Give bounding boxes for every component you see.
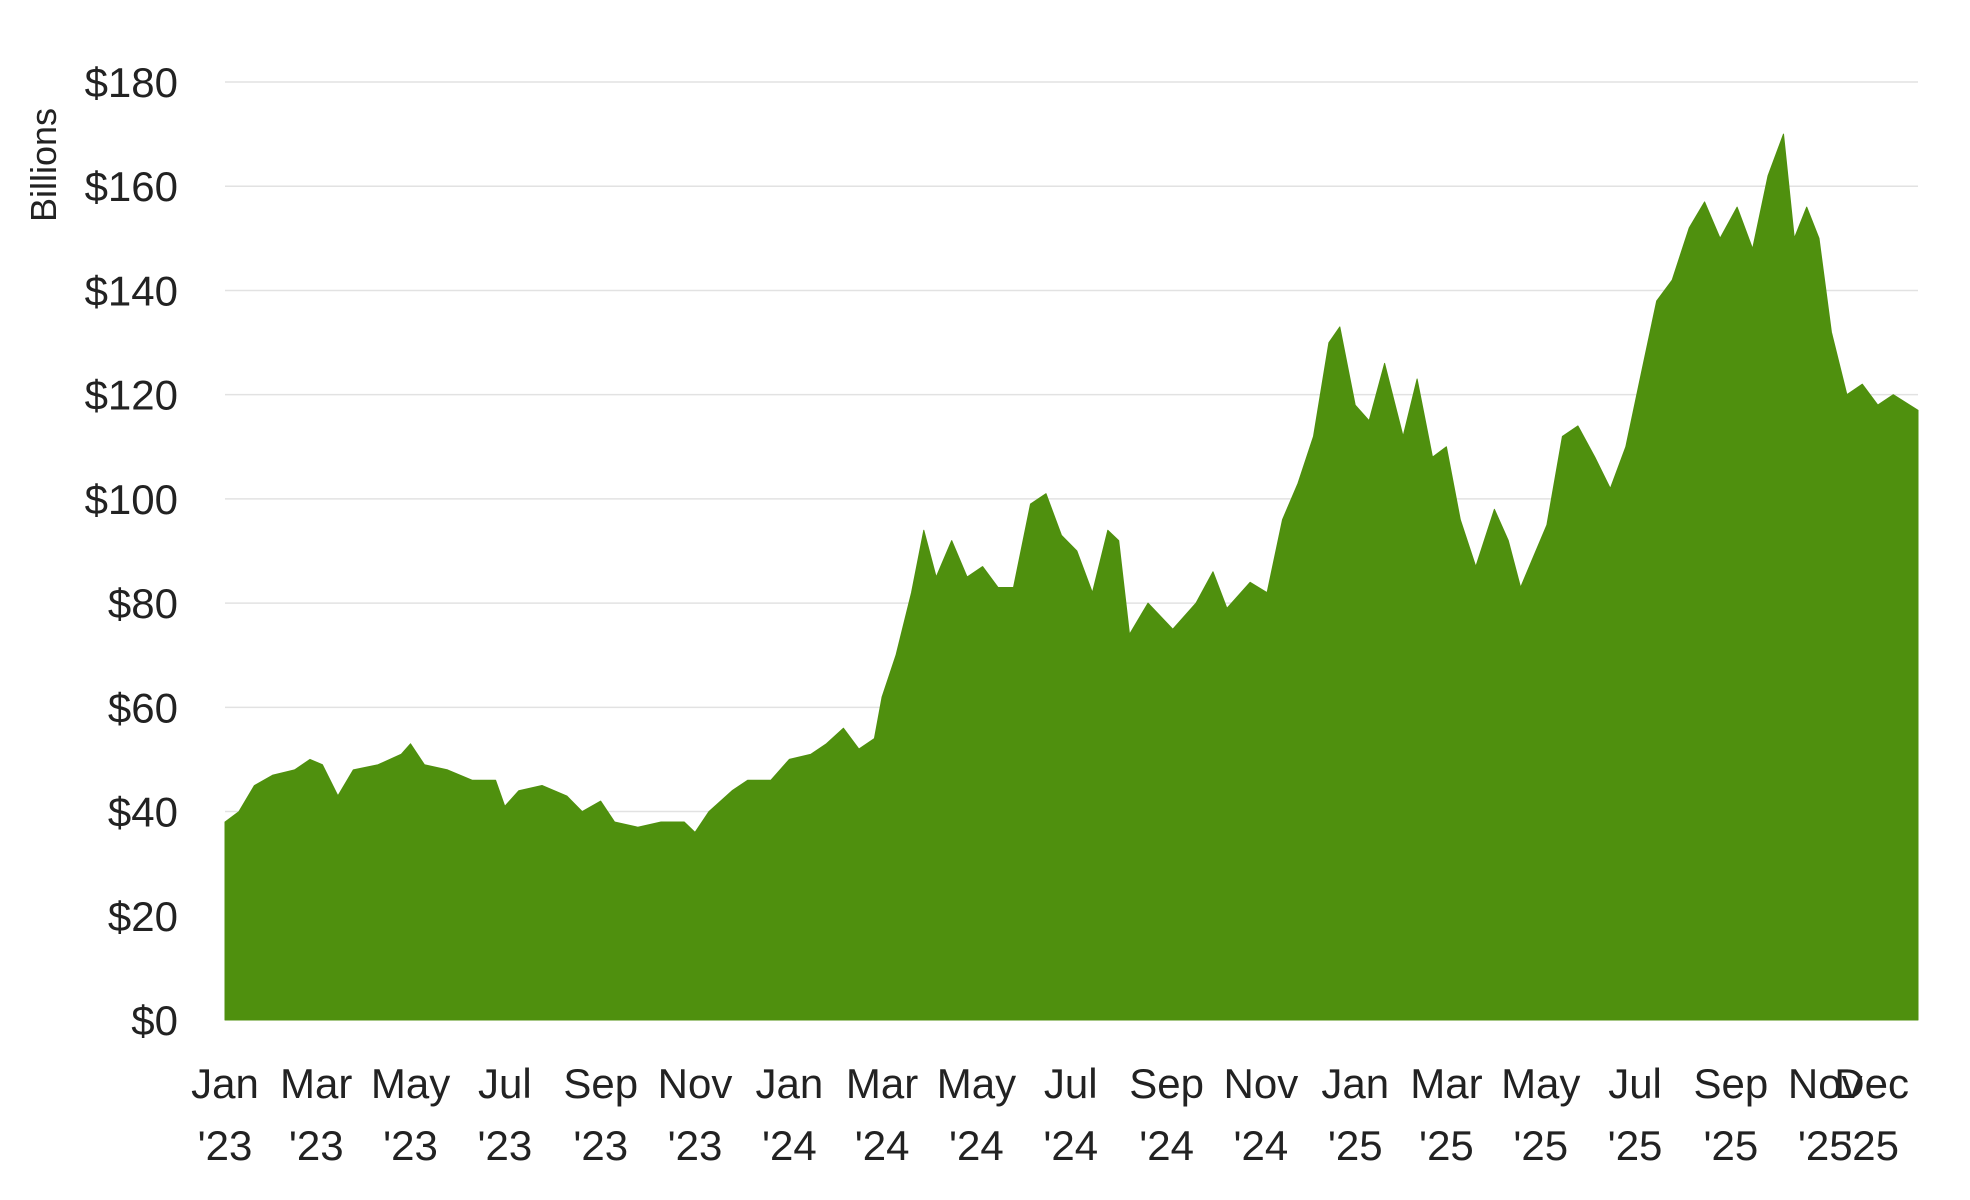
y-tick-label: $140 [85, 267, 178, 314]
y-tick-label: $40 [108, 789, 178, 836]
x-axis-ticks: Jan '23 Mar '23 May '23 Jul '23 Sep '23 Nov '23 Jan '… [191, 1060, 1909, 1169]
x-tick-label: Jul '24 [1043, 1060, 1098, 1169]
x-tick-month: Jan [191, 1060, 259, 1107]
y-tick-label: $120 [85, 372, 178, 419]
x-tick-year: '25 [1798, 1122, 1853, 1169]
x-tick-month: May [1501, 1060, 1580, 1107]
x-tick-month: Sep [1129, 1060, 1204, 1107]
x-tick-month: Jul [478, 1060, 532, 1107]
x-tick-label: Nov '24 [1224, 1060, 1299, 1169]
x-tick-year: '25 [1844, 1122, 1899, 1169]
x-tick-month: Jul [1608, 1060, 1662, 1107]
x-tick-month: Sep [1694, 1060, 1769, 1107]
y-tick-label: $80 [108, 580, 178, 627]
x-tick-label: Mar '23 [280, 1060, 352, 1169]
x-tick-month: May [937, 1060, 1016, 1107]
y-axis-ticks: $0 $20 $40 $60 $80 $100 $120 $140 $160 $180 [85, 59, 178, 1044]
x-tick-label: May '23 [371, 1060, 450, 1169]
y-tick-label: $0 [131, 997, 178, 1044]
x-tick-year: '23 [477, 1122, 532, 1169]
y-tick-label: $160 [85, 163, 178, 210]
x-tick-label: Dec '25 [1834, 1060, 1909, 1169]
x-tick-label: Mar '25 [1410, 1060, 1482, 1169]
x-tick-label: May '25 [1501, 1060, 1580, 1169]
y-tick-label: $100 [85, 476, 178, 523]
x-tick-month: Jan [755, 1060, 823, 1107]
x-tick-label: Nov '25 [1788, 1060, 1863, 1169]
series-area [224, 133, 1919, 1021]
x-tick-year: '25 [1419, 1122, 1474, 1169]
x-tick-year: '25 [1608, 1122, 1663, 1169]
x-tick-month: Mar [1410, 1060, 1482, 1107]
y-axis-title: Billions [23, 108, 64, 222]
x-tick-label: Jan '23 [191, 1060, 259, 1169]
x-tick-year: '23 [668, 1122, 723, 1169]
x-tick-label: Nov '23 [658, 1060, 733, 1169]
x-tick-month: Nov [1788, 1060, 1863, 1107]
x-tick-month: Mar [846, 1060, 918, 1107]
x-tick-year: '24 [1139, 1122, 1194, 1169]
x-tick-label: Mar '24 [846, 1060, 918, 1169]
x-tick-year: '23 [289, 1122, 344, 1169]
x-tick-label: Jul '25 [1608, 1060, 1663, 1169]
x-tick-year: '24 [949, 1122, 1004, 1169]
x-tick-year: '24 [855, 1122, 910, 1169]
x-tick-month: Nov [658, 1060, 733, 1107]
x-tick-year: '25 [1704, 1122, 1759, 1169]
y-tick-label: $20 [108, 893, 178, 940]
x-tick-label: Jul '23 [477, 1060, 532, 1169]
x-tick-label: Sep '24 [1129, 1060, 1204, 1169]
x-tick-label: Jan '25 [1321, 1060, 1389, 1169]
x-tick-month: Dec [1834, 1060, 1909, 1107]
plot-area [224, 133, 1919, 1021]
x-tick-month: Mar [280, 1060, 352, 1107]
x-tick-month: Jul [1044, 1060, 1098, 1107]
x-tick-label: Sep '23 [563, 1060, 638, 1169]
x-tick-year: '24 [762, 1122, 817, 1169]
x-tick-month: Sep [563, 1060, 638, 1107]
x-tick-label: Sep '25 [1694, 1060, 1769, 1169]
x-tick-label: Jan '24 [755, 1060, 823, 1169]
x-tick-label: May '24 [937, 1060, 1016, 1169]
x-tick-year: '24 [1234, 1122, 1289, 1169]
x-tick-year: '25 [1513, 1122, 1568, 1169]
x-tick-year: '25 [1328, 1122, 1383, 1169]
x-tick-month: Nov [1224, 1060, 1299, 1107]
x-tick-year: '23 [198, 1122, 253, 1169]
y-tick-label: $180 [85, 59, 178, 106]
x-tick-year: '23 [573, 1122, 628, 1169]
x-tick-month: May [371, 1060, 450, 1107]
x-tick-year: '24 [1043, 1122, 1098, 1169]
x-tick-month: Jan [1321, 1060, 1389, 1107]
y-tick-label: $60 [108, 684, 178, 731]
x-tick-year: '23 [383, 1122, 438, 1169]
